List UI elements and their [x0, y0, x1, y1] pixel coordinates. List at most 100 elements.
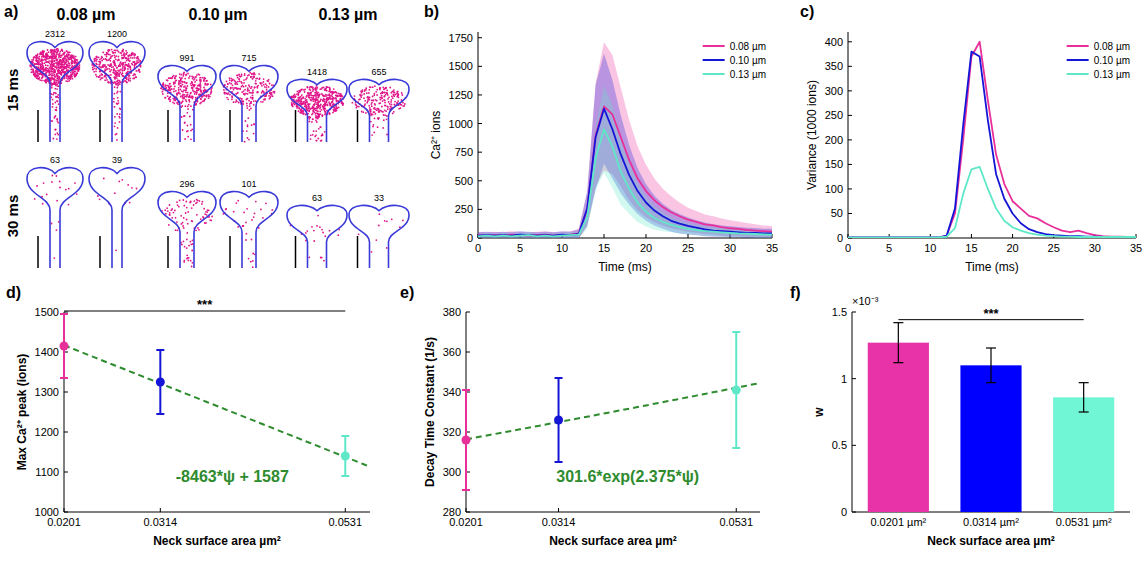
- ion-dot: [331, 96, 333, 98]
- ion-dot: [178, 89, 180, 91]
- ion-dot: [54, 56, 56, 58]
- ion-dot: [101, 57, 103, 59]
- ion-dot: [119, 121, 121, 123]
- ion-dot: [75, 71, 77, 73]
- ion-dot: [182, 94, 184, 96]
- ion-dot: [185, 105, 187, 107]
- ion-dot: [118, 59, 120, 61]
- ion-dot: [74, 59, 76, 61]
- ion-dot: [304, 98, 306, 100]
- ion-dot: [262, 91, 264, 93]
- ion-dot: [187, 73, 189, 75]
- ion-dot: [333, 97, 335, 99]
- ion-dot: [102, 66, 104, 68]
- ion-dot: [39, 67, 41, 69]
- ion-dot: [181, 95, 183, 97]
- ion-dot: [122, 65, 124, 67]
- ion-dot: [105, 58, 107, 60]
- ion-dot: [241, 98, 243, 100]
- ion-dot: [239, 80, 241, 82]
- ion-dot: [259, 82, 261, 84]
- ion-dot: [75, 56, 77, 58]
- ion-dot: [36, 60, 38, 62]
- ion-dot: [122, 51, 124, 53]
- ion-dot: [57, 48, 59, 50]
- ion-dot: [235, 101, 237, 103]
- ion-dot: [54, 71, 56, 73]
- ion-dot: [56, 68, 58, 70]
- ion-dot: [255, 83, 257, 85]
- ion-dot: [37, 73, 39, 75]
- ion-dot: [56, 109, 58, 111]
- ion-dot: [68, 59, 70, 61]
- ion-dot: [106, 53, 108, 55]
- ion-dot: [37, 62, 39, 64]
- ion-dot: [310, 138, 312, 140]
- ion-dot: [43, 80, 45, 82]
- ion-dot: [139, 71, 141, 73]
- ion-dot: [66, 53, 68, 55]
- ion-dot: [96, 76, 98, 78]
- ion-dot: [67, 80, 69, 82]
- ion-dot: [317, 107, 319, 109]
- ion-dot: [60, 66, 62, 68]
- ion-dot: [38, 56, 40, 58]
- ion-dot: [244, 74, 246, 76]
- ion-dot: [184, 121, 186, 123]
- ion-dot: [54, 71, 56, 73]
- ion-dot: [49, 57, 51, 59]
- ion-dot: [246, 107, 248, 109]
- ion-dot: [71, 63, 73, 65]
- ion-dot: [272, 95, 274, 97]
- ion-dot: [188, 77, 190, 79]
- ion-dot: [57, 122, 59, 124]
- ion-dot: [66, 70, 68, 72]
- ion-dot: [129, 60, 131, 62]
- ion-dot: [230, 83, 232, 85]
- ion-dot: [165, 87, 167, 89]
- ion-dot: [237, 83, 239, 85]
- ion-dot: [33, 56, 35, 58]
- ion-dot: [335, 97, 337, 99]
- column-header: 0.13 µm: [318, 6, 377, 23]
- ion-dot: [191, 129, 193, 131]
- ion-dot: [98, 76, 100, 78]
- ion-dot: [204, 95, 206, 97]
- ion-dot: [56, 138, 58, 140]
- ion-dot: [184, 81, 186, 83]
- ion-dot: [136, 62, 138, 64]
- ion-dot: [262, 90, 264, 92]
- ion-dot: [331, 101, 333, 103]
- ion-dot: [122, 75, 124, 77]
- ion-dot: [99, 61, 101, 63]
- ion-dot: [336, 92, 338, 94]
- ion-dot: [176, 102, 178, 104]
- ion-dot: [53, 61, 55, 63]
- ion-dot: [199, 77, 201, 79]
- ion-dot: [190, 93, 192, 95]
- ion-dot: [59, 51, 61, 53]
- ion-dot: [253, 76, 255, 78]
- ion-dot: [119, 69, 121, 71]
- ion-dot: [255, 83, 257, 85]
- ion-dot: [114, 62, 116, 64]
- ion-dot: [184, 115, 186, 117]
- ion-dot: [104, 68, 106, 70]
- ion-dot: [53, 83, 55, 85]
- ion-dot: [51, 85, 53, 87]
- ion-dot: [184, 78, 186, 80]
- ion-dot: [298, 107, 300, 109]
- ion-dot: [56, 107, 58, 109]
- ion-dot: [196, 92, 198, 94]
- ion-dot: [114, 106, 116, 108]
- ion-dot: [191, 81, 193, 83]
- ion-dot: [227, 93, 229, 95]
- ion-dot: [121, 73, 123, 75]
- ion-dot: [48, 51, 50, 53]
- ion-dot: [106, 54, 108, 56]
- ion-dot: [138, 59, 140, 61]
- ion-dot: [173, 91, 175, 93]
- ion-dot: [264, 99, 266, 101]
- ion-dot: [291, 105, 293, 107]
- ion-dot: [108, 59, 110, 61]
